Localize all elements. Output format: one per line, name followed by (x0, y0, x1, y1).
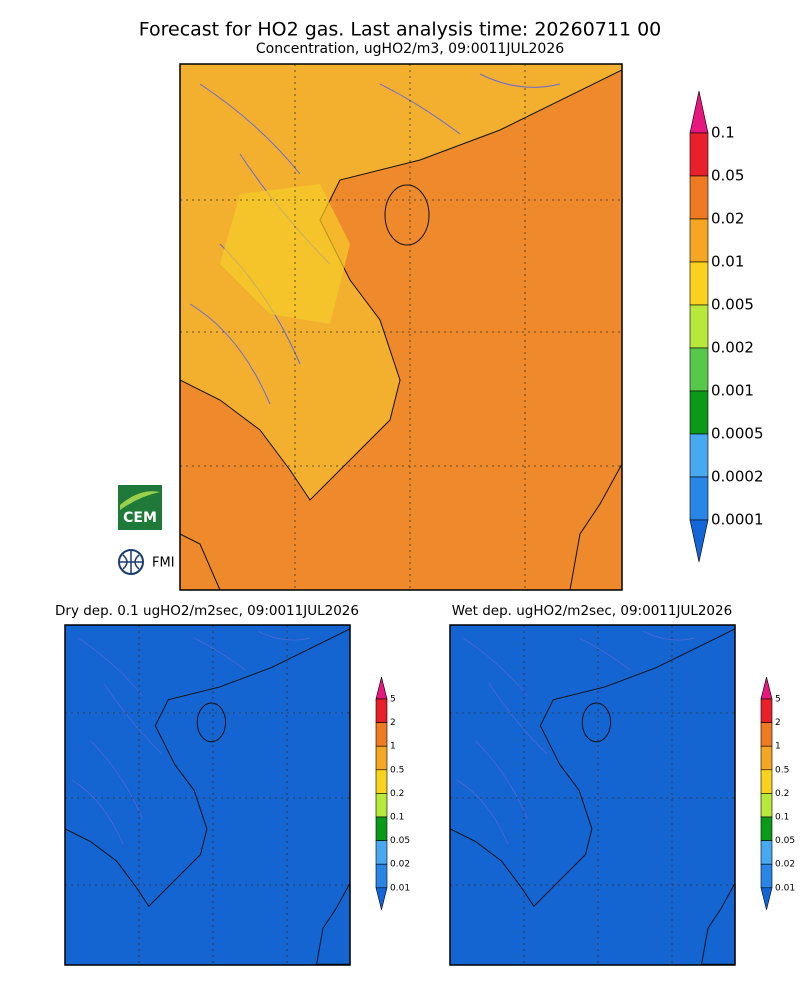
colorbar-segment (760, 840, 773, 865)
colorbar-segment (689, 433, 709, 478)
colorbar-label: 2 (390, 718, 396, 728)
colorbar-label: 0.001 (711, 382, 754, 400)
colorbar-segment (689, 347, 709, 392)
colorbar-segment (689, 175, 709, 220)
colorbar-label: 1 (775, 742, 781, 752)
colorbar-segment (375, 745, 388, 771)
colorbar-label: 2 (775, 718, 781, 728)
colorbar-cap (760, 676, 773, 700)
colorbar-segment (375, 863, 388, 889)
colorbar-label: 0.2 (775, 789, 789, 799)
colorbar-cap (689, 519, 709, 563)
colorbar-label: 0.0002 (711, 468, 764, 486)
title: Forecast for HO2 gas. Last analysis time… (139, 19, 662, 41)
colorbar-label: 0.2 (390, 789, 404, 799)
colorbar-segment (375, 722, 388, 747)
colorbar-label: 0.05 (711, 167, 744, 185)
colorbar-cap (689, 90, 709, 134)
colorbar-segment (760, 769, 773, 794)
colorbar-label: 0.5 (390, 765, 404, 775)
colorbar-segment (375, 840, 388, 865)
colorbar-cap (375, 887, 388, 910)
colorbar-label: 0.0005 (711, 425, 764, 443)
colorbar-label: 1 (390, 742, 396, 752)
colorbar-label: 0.02 (711, 210, 744, 228)
colorbar-segment (375, 769, 388, 794)
colorbar-label: 0.0001 (711, 511, 764, 529)
logo-text: CEM (123, 510, 157, 526)
colorbar-label: 0.1 (711, 124, 735, 142)
dry-map (64, 624, 351, 966)
colorbar-label: 0.01 (775, 883, 795, 893)
colorbar-label: 0.01 (711, 253, 744, 271)
colorbar-label: 0.01 (390, 883, 410, 893)
colorbar-segment (760, 816, 773, 841)
wet-subtitle: Wet dep. ugHO2/m2sec, 09:0011JUL2026 (452, 603, 732, 619)
colorbar-cap (760, 887, 773, 910)
colorbar-label: 0.02 (390, 860, 410, 870)
colorbar-label: 0.1 (775, 813, 789, 823)
cem-logo: CEM (118, 485, 162, 530)
colorbar-label: 5 (390, 695, 396, 705)
colorbar-segment (375, 698, 388, 723)
colorbar-segment (760, 745, 773, 771)
colorbar-label: 0.002 (711, 339, 754, 357)
colorbar-segment (375, 816, 388, 841)
colorbar-segment (760, 722, 773, 747)
colorbar-segment (689, 261, 709, 306)
colorbar-segment (689, 476, 709, 521)
colorbar-label: 0.5 (775, 765, 789, 775)
colorbar-segment (689, 390, 709, 435)
colorbar-label: 0.05 (390, 836, 410, 846)
colorbar-label: 0.02 (775, 860, 795, 870)
wet-map (449, 624, 736, 966)
colorbar-segment (689, 304, 709, 349)
logo-text: FMI (152, 556, 175, 571)
colorbar-segment (689, 132, 709, 177)
subtitle: Concentration, ugHO2/m3, 09:0011JUL2026 (256, 41, 564, 57)
colorbar-cap (375, 676, 388, 700)
colorbar-segment (689, 218, 709, 263)
colorbar-segment (375, 793, 388, 818)
colorbar-label: 5 (775, 695, 781, 705)
colorbar-segment (760, 793, 773, 818)
colorbar-segment (760, 863, 773, 889)
colorbar-label: 0.005 (711, 296, 754, 314)
fmi-logo: FMI (118, 549, 175, 575)
colorbar-label: 0.1 (390, 813, 404, 823)
colorbar-label: 0.05 (775, 836, 795, 846)
main-map (179, 63, 623, 591)
colorbar-segment (760, 698, 773, 723)
dry-subtitle: Dry dep. 0.1 ugHO2/m2sec, 09:0011JUL2026 (55, 603, 359, 619)
